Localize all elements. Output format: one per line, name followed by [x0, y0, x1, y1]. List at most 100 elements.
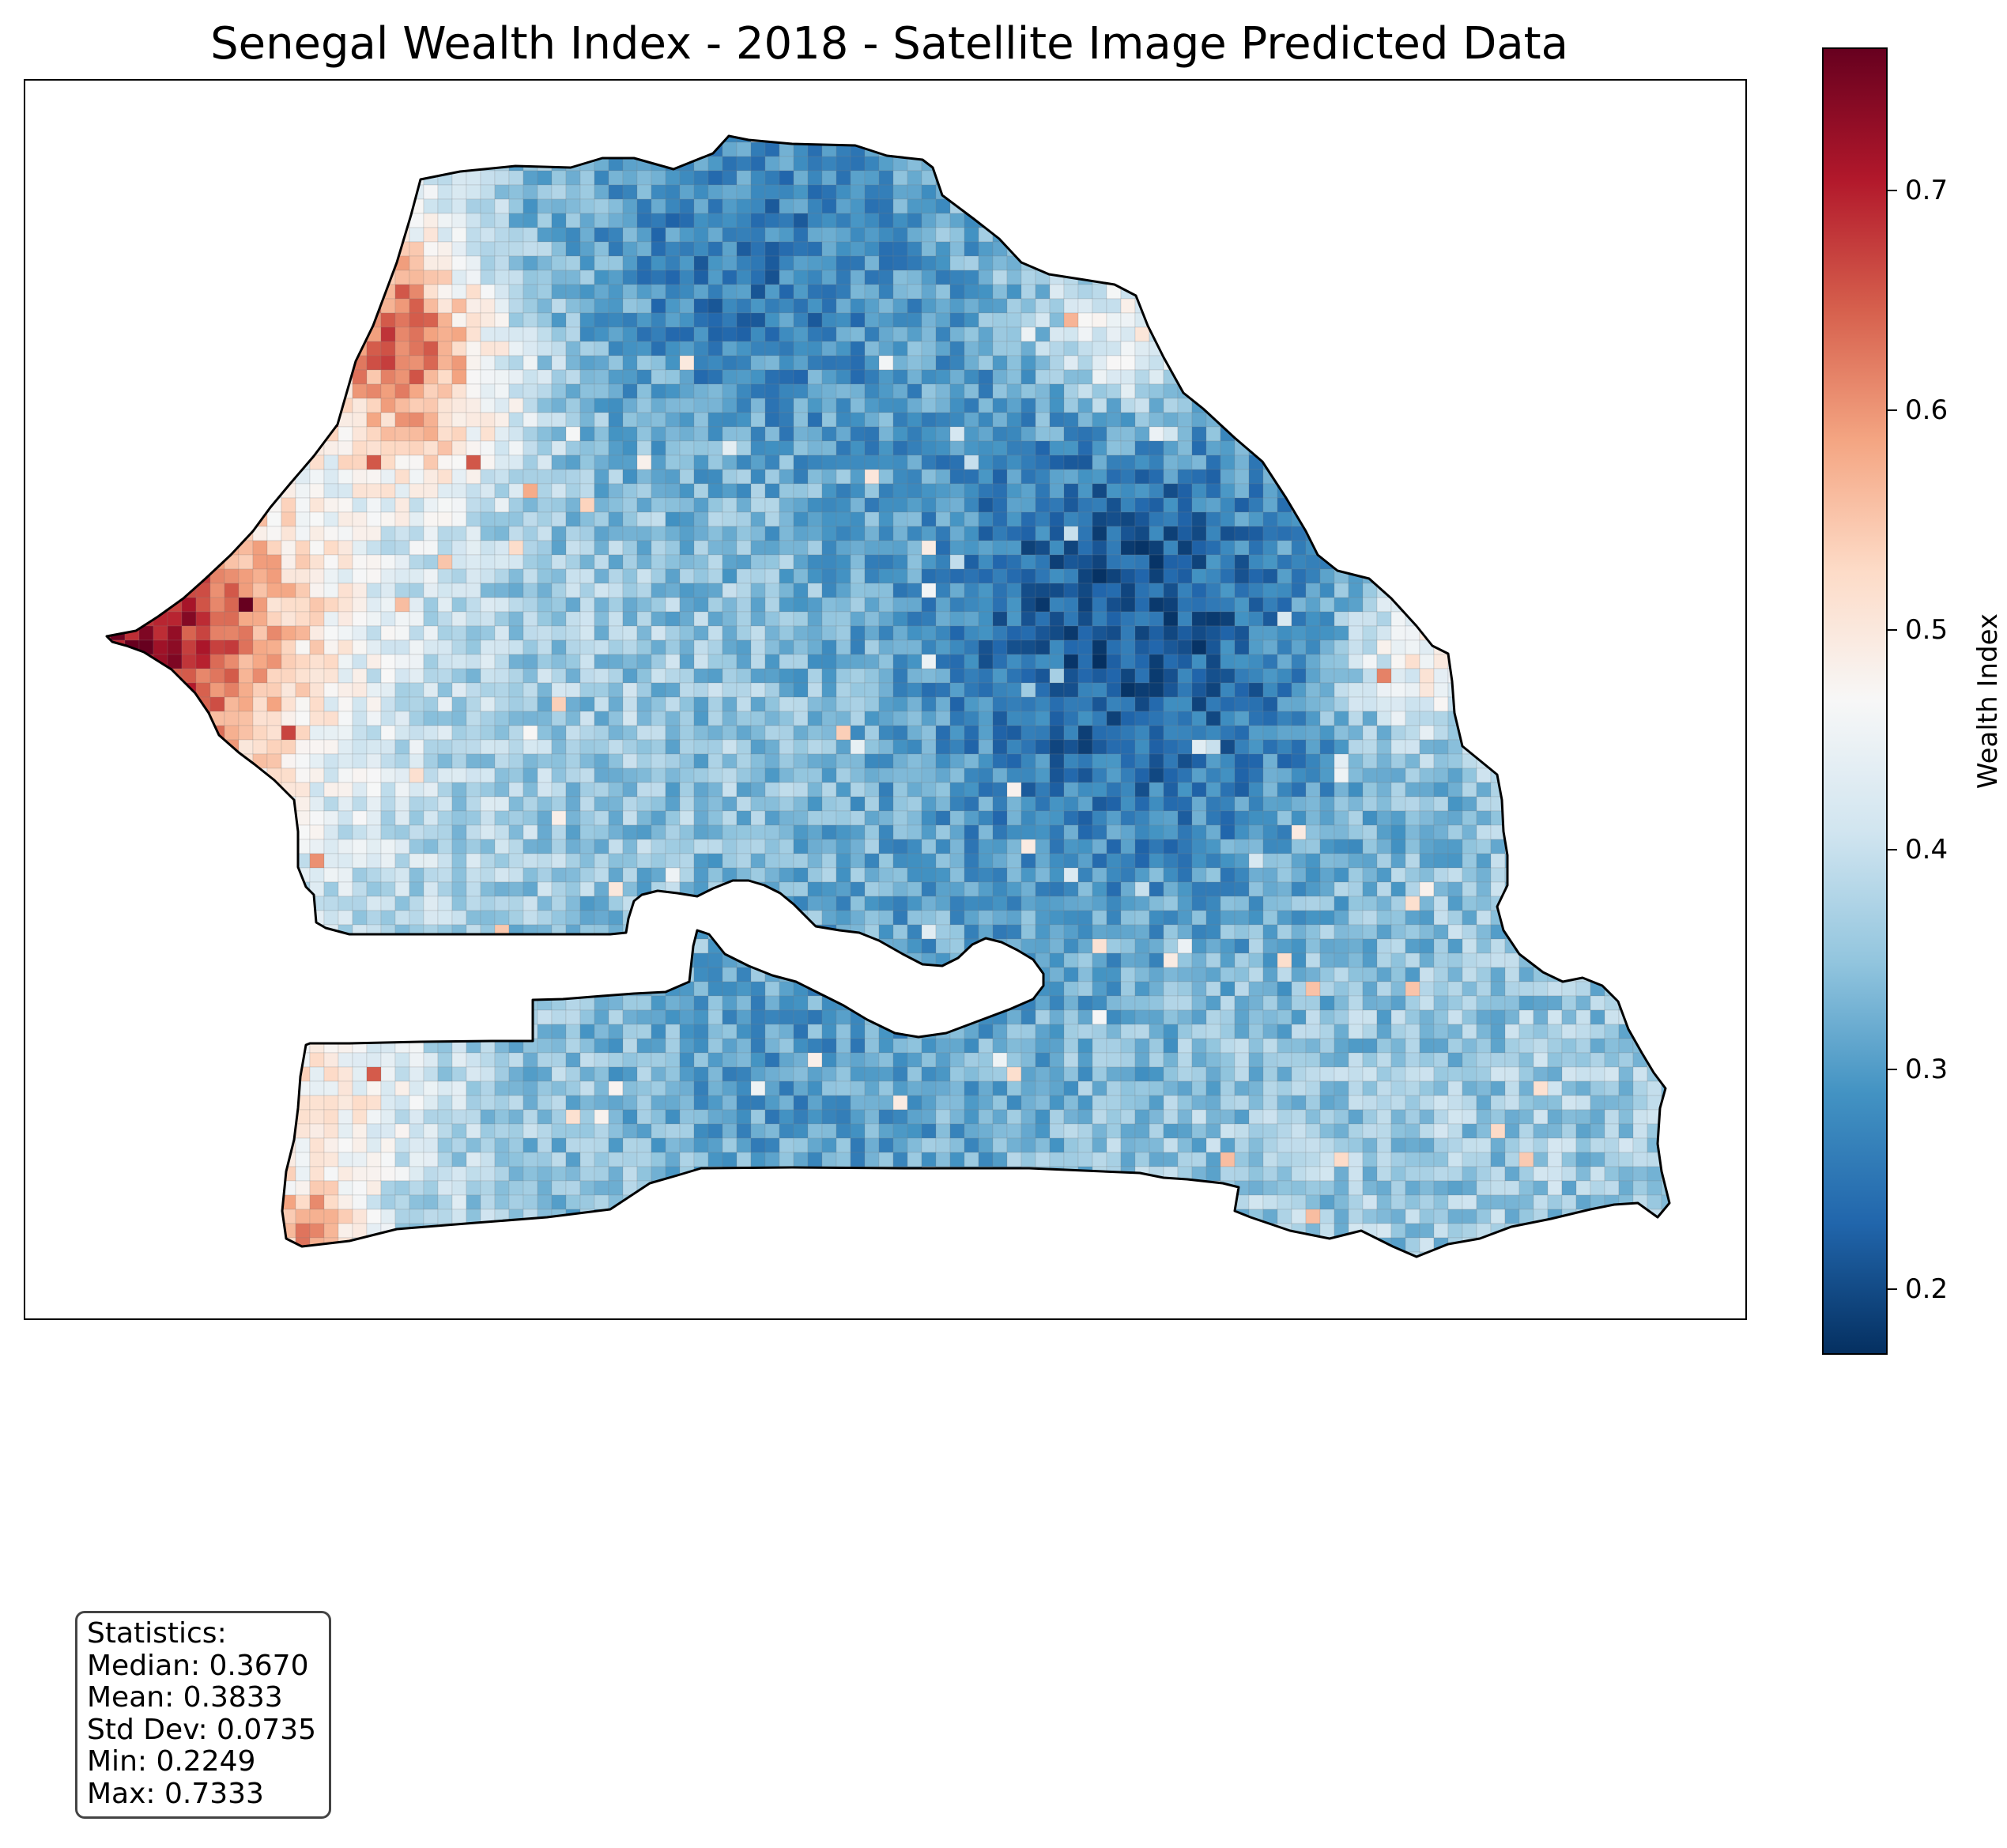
wealth-cell: [1433, 141, 1449, 157]
wealth-cell: [793, 398, 809, 413]
wealth-cell: [779, 711, 794, 726]
wealth-cell: [1533, 639, 1549, 655]
wealth-cell: [1561, 725, 1577, 741]
wealth-cell: [907, 725, 922, 741]
wealth-cell: [1561, 426, 1577, 442]
wealth-cell: [1390, 184, 1406, 200]
wealth-cell: [1120, 398, 1136, 413]
wealth-cell: [978, 511, 994, 527]
wealth-cell: [807, 184, 823, 200]
wealth-cell: [992, 284, 1008, 300]
wealth-cell: [1049, 454, 1065, 470]
wealth-cell: [622, 611, 638, 627]
wealth-cell: [750, 426, 766, 442]
wealth-cell: [836, 412, 851, 428]
wealth-cell: [1661, 270, 1669, 285]
wealth-cell: [1405, 682, 1420, 698]
wealth-cell: [309, 711, 325, 726]
wealth-cell: [124, 739, 140, 755]
wealth-cell: [1362, 298, 1378, 314]
wealth-cell: [807, 511, 823, 527]
wealth-cell: [1632, 141, 1648, 157]
wealth-cell: [707, 312, 723, 328]
wealth-cell: [1590, 141, 1605, 157]
wealth-cell: [665, 136, 681, 143]
wealth-cell: [309, 227, 325, 243]
wealth-cell: [338, 170, 353, 186]
wealth-cell: [508, 156, 524, 172]
wealth-cell: [1191, 355, 1207, 371]
wealth-cell: [1419, 355, 1435, 371]
wealth-cell: [1220, 654, 1236, 669]
wealth-cell: [1618, 298, 1634, 314]
wealth-cell: [707, 227, 723, 243]
wealth-cell: [1134, 156, 1150, 172]
wealth-cell: [565, 184, 581, 200]
wealth-cell: [1277, 198, 1292, 214]
wealth-cell: [935, 654, 951, 669]
wealth-cell: [437, 326, 453, 342]
wealth-cell: [1647, 369, 1662, 385]
wealth-cell: [892, 696, 908, 712]
wealth-cell: [153, 241, 168, 257]
wealth-cell: [807, 284, 823, 300]
wealth-cell: [508, 739, 524, 755]
wealth-cell: [892, 654, 908, 669]
wealth-cell: [1134, 469, 1150, 485]
wealth-cell: [921, 198, 937, 214]
wealth-cell: [779, 483, 794, 499]
wealth-cell: [1447, 483, 1463, 499]
wealth-cell: [394, 483, 410, 499]
wealth-cell: [551, 725, 567, 741]
wealth-cell: [508, 198, 524, 214]
wealth-cell: [1419, 454, 1435, 470]
wealth-cell: [1134, 583, 1150, 598]
wealth-cell: [1149, 412, 1164, 428]
wealth-cell: [124, 469, 140, 485]
wealth-cell: [764, 369, 780, 385]
wealth-cell: [1618, 156, 1634, 172]
wealth-cell: [138, 668, 154, 684]
wealth-cell: [1205, 156, 1221, 172]
wealth-cell: [1376, 227, 1392, 243]
wealth-cell: [565, 255, 581, 271]
wealth-cell: [466, 369, 481, 385]
wealth-cell: [138, 412, 154, 428]
wealth-cell: [1277, 696, 1292, 712]
wealth-cell: [850, 540, 866, 556]
wealth-cell: [1462, 170, 1477, 186]
wealth-cell: [466, 711, 481, 726]
wealth-cell: [907, 711, 922, 726]
wealth-cell: [892, 298, 908, 314]
wealth-cell: [380, 198, 396, 214]
wealth-cell: [821, 426, 837, 442]
wealth-cell: [551, 341, 567, 356]
wealth-cell: [1334, 454, 1349, 470]
wealth-cell: [1334, 725, 1349, 741]
wealth-cell: [338, 440, 353, 456]
wealth-cell: [949, 255, 965, 271]
wealth-cell: [508, 753, 524, 769]
wealth-cell: [1049, 526, 1065, 541]
wealth-cell: [1518, 326, 1534, 342]
wealth-cell: [1419, 711, 1435, 726]
wealth-cell: [921, 136, 937, 143]
wealth-cell: [1676, 285, 1690, 299]
wealth-cell: [1518, 136, 1534, 143]
wealth-cell: [380, 639, 396, 655]
wealth-cell: [793, 213, 809, 228]
wealth-cell: [935, 326, 951, 342]
wealth-cell: [964, 725, 979, 741]
wealth-cell: [779, 554, 794, 570]
wealth-cell: [935, 469, 951, 485]
wealth-cell: [807, 383, 823, 399]
wealth-cell: [437, 398, 453, 413]
wealth-cell: [693, 639, 709, 655]
wealth-cell: [693, 341, 709, 356]
wealth-cell: [437, 454, 453, 470]
wealth-cell: [651, 497, 666, 513]
wealth-cell: [537, 412, 553, 428]
wealth-cell: [1262, 668, 1278, 684]
wealth-cell: [907, 341, 922, 356]
wealth-cell: [1163, 625, 1179, 641]
